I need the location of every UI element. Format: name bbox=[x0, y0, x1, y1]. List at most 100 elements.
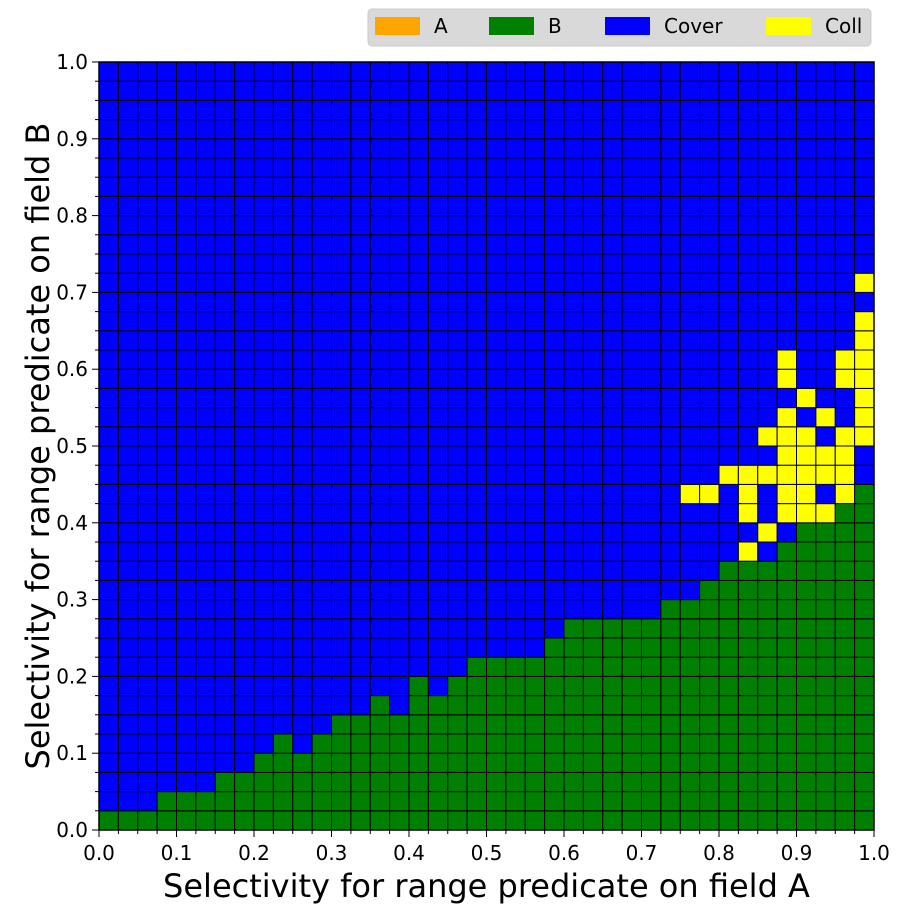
heatmap-cell bbox=[641, 695, 662, 716]
heatmap-cell bbox=[98, 560, 119, 581]
heatmap-cell bbox=[137, 291, 158, 313]
heatmap-cell bbox=[641, 579, 662, 601]
heatmap-cell bbox=[466, 234, 487, 255]
heatmap-cell bbox=[641, 407, 662, 428]
heatmap-cell bbox=[776, 407, 797, 428]
heatmap-cell bbox=[331, 407, 352, 428]
heatmap-cell bbox=[117, 272, 139, 293]
heatmap-cell bbox=[117, 138, 139, 159]
heatmap-cell bbox=[718, 810, 739, 831]
heatmap-cell bbox=[602, 138, 623, 159]
heatmap-cell bbox=[253, 560, 274, 581]
heatmap-cell bbox=[796, 464, 817, 485]
heatmap-cell bbox=[737, 695, 759, 716]
heatmap-cell bbox=[563, 445, 584, 466]
heatmap-cell bbox=[137, 483, 158, 505]
heatmap-cell bbox=[137, 99, 158, 121]
heatmap-cell bbox=[408, 618, 429, 639]
heatmap-cell bbox=[486, 253, 507, 274]
heatmap-cell bbox=[815, 560, 836, 581]
heatmap-cell bbox=[253, 195, 274, 217]
heatmap-cell bbox=[176, 714, 197, 735]
heatmap-cell bbox=[214, 387, 236, 409]
heatmap-cell bbox=[796, 61, 817, 82]
heatmap-cell bbox=[486, 215, 507, 236]
heatmap-cell bbox=[660, 599, 681, 620]
heatmap-cell bbox=[505, 810, 526, 831]
heatmap-cell bbox=[369, 483, 391, 505]
heatmap-cell bbox=[621, 445, 642, 466]
heatmap-cell bbox=[253, 752, 274, 773]
heatmap-cell bbox=[544, 195, 565, 217]
heatmap-cell bbox=[389, 675, 410, 697]
heatmap-cell bbox=[854, 234, 875, 255]
heatmap-cell bbox=[544, 675, 565, 697]
heatmap-cell bbox=[854, 714, 875, 735]
heatmap-cell bbox=[854, 61, 875, 82]
heatmap-cell bbox=[117, 483, 139, 505]
heatmap-cell bbox=[505, 541, 526, 562]
heatmap-cell bbox=[253, 733, 274, 754]
heatmap-cell bbox=[679, 618, 701, 639]
heatmap-cell bbox=[602, 464, 623, 485]
heatmap-cell bbox=[602, 330, 623, 351]
heatmap-cell bbox=[505, 464, 526, 485]
heatmap-cell bbox=[660, 695, 681, 716]
heatmap-cell bbox=[563, 483, 584, 505]
heatmap-cell bbox=[466, 157, 487, 178]
heatmap-cell bbox=[641, 234, 662, 255]
heatmap-cell bbox=[582, 791, 604, 812]
heatmap-cell bbox=[156, 426, 177, 447]
heatmap-cell bbox=[369, 330, 391, 351]
heatmap-cell bbox=[195, 215, 216, 236]
heatmap-cell bbox=[466, 330, 487, 351]
heatmap-cell bbox=[389, 99, 410, 121]
heatmap-cell bbox=[408, 61, 429, 82]
heatmap-cell bbox=[98, 291, 119, 313]
heatmap-cell bbox=[796, 599, 817, 620]
heatmap-cell bbox=[776, 80, 797, 101]
heatmap-cell bbox=[602, 215, 623, 236]
heatmap-cell bbox=[447, 445, 468, 466]
heatmap-cell bbox=[408, 387, 429, 409]
heatmap-cell bbox=[234, 733, 255, 754]
heatmap-cell bbox=[582, 771, 604, 793]
heatmap-cell bbox=[214, 407, 236, 428]
heatmap-cell bbox=[253, 99, 274, 121]
heatmap-cell bbox=[679, 138, 701, 159]
heatmap-cell bbox=[466, 272, 487, 293]
heatmap-cell bbox=[350, 368, 371, 389]
heatmap-cells bbox=[98, 61, 875, 831]
heatmap-cell bbox=[447, 579, 468, 601]
heatmap-cell bbox=[815, 503, 836, 524]
heatmap-cell bbox=[524, 810, 546, 831]
heatmap-cell bbox=[796, 272, 817, 293]
x-tick-label: 0.2 bbox=[238, 841, 270, 865]
heatmap-cell bbox=[544, 618, 565, 639]
heatmap-cell bbox=[350, 195, 371, 217]
heatmap-cell bbox=[176, 253, 197, 274]
heatmap-cell bbox=[176, 291, 197, 313]
heatmap-cell bbox=[718, 771, 739, 793]
heatmap-cell bbox=[582, 61, 604, 82]
heatmap-cell bbox=[447, 157, 468, 178]
heatmap-cell bbox=[602, 579, 623, 601]
heatmap-cell bbox=[699, 330, 720, 351]
heatmap-cell bbox=[582, 445, 604, 466]
heatmap-cell bbox=[195, 426, 216, 447]
heatmap-cell bbox=[331, 810, 352, 831]
heatmap-cell bbox=[544, 176, 565, 197]
heatmap-cell bbox=[679, 215, 701, 236]
heatmap-cell bbox=[854, 138, 875, 159]
heatmap-cell bbox=[641, 311, 662, 332]
heatmap-cell bbox=[98, 253, 119, 274]
heatmap-cell bbox=[641, 80, 662, 101]
heatmap-cell bbox=[776, 138, 797, 159]
heatmap-cell bbox=[427, 541, 449, 562]
heatmap-cell bbox=[796, 503, 817, 524]
heatmap-cell bbox=[602, 445, 623, 466]
heatmap-cell bbox=[815, 791, 836, 812]
heatmap-cell bbox=[641, 771, 662, 793]
heatmap-cell bbox=[486, 138, 507, 159]
heatmap-cell bbox=[389, 234, 410, 255]
